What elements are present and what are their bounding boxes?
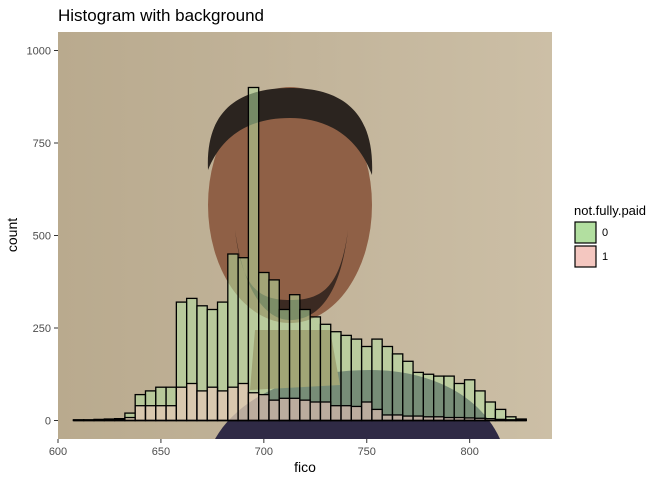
bar-series1-bin-16: [237, 382, 250, 422]
histogram-bars: [72, 86, 527, 422]
bar-series1-bin-12: [196, 390, 208, 422]
bar-series0-bin-39: [474, 390, 486, 422]
bar-series1-bin-6: [134, 405, 147, 422]
bar-series0-bin-37: [453, 382, 466, 422]
bar-series0-bin-36: [443, 375, 455, 422]
bar-series0-bin-35: [432, 375, 445, 422]
y-tick-label: 1000: [27, 46, 51, 58]
bar-series1-bin-19: [268, 399, 280, 422]
bar-series1-bin-24: [319, 401, 332, 422]
legend: not.fully.paid 0 1: [574, 203, 646, 268]
x-tick-label: 700: [255, 446, 273, 458]
y-tick-label: 750: [33, 138, 51, 150]
bar-series1-bin-21: [288, 397, 301, 422]
bar-series0-bin-34: [422, 373, 435, 422]
bar-series1-bin-10: [175, 386, 188, 422]
chart-title: Histogram with background: [58, 6, 264, 25]
bar-series1-bin-27: [350, 405, 363, 422]
x-axis-title: fico: [294, 459, 316, 475]
bar-series1-bin-28: [360, 401, 373, 422]
bar-series1-bin-7: [144, 405, 157, 422]
legend-swatch-0: [574, 221, 597, 244]
bar-series1-bin-26: [340, 405, 352, 422]
legend-title: not.fully.paid: [574, 203, 646, 218]
bar-series1-bin-8: [155, 405, 167, 422]
x-tick-label: 800: [460, 446, 478, 458]
plot-panel: 0 250 500 750 1000 600 650 700 750 800: [27, 32, 552, 458]
bar-series1-bin-15: [227, 386, 239, 422]
bar-series1-bin-14: [216, 390, 229, 422]
bar-series1-bin-29: [371, 408, 383, 422]
y-axis-title: count: [4, 218, 20, 252]
bar-series0-bin-32: [402, 360, 414, 422]
bar-series0-bin-19: [268, 279, 280, 422]
x-tick-label: 600: [49, 446, 67, 458]
y-tick-label: 0: [45, 416, 51, 428]
bar-series1-bin-25: [330, 405, 342, 422]
x-tick-label: 650: [152, 446, 170, 458]
bar-series0-bin-29: [371, 338, 383, 422]
bar-series0-bin-38: [463, 379, 476, 422]
bar-series1-bin-22: [299, 399, 311, 422]
y-tick-label: 250: [33, 323, 51, 335]
bar-series1-bin-30: [381, 414, 394, 422]
bar-series1-bin-9: [165, 405, 178, 422]
bar-series1-bin-31: [391, 414, 404, 422]
legend-label-0: 0: [602, 227, 608, 239]
y-tick-label: 500: [33, 231, 51, 243]
x-tick-label: 750: [358, 446, 376, 458]
axes: 0 250 500 750 1000 600 650 700 750 800: [27, 46, 527, 458]
bar-series1-bin-13: [206, 386, 219, 422]
bar-series0-bin-33: [412, 371, 425, 422]
bar-series0-bin-31: [391, 353, 404, 422]
bar-series1-bin-17: [247, 392, 260, 422]
bar-series0-bin-30: [381, 345, 394, 422]
bar-series1-bin-20: [278, 397, 291, 422]
bar-series1-bin-11: [185, 382, 198, 422]
bar-series0-bin-40: [484, 401, 497, 422]
bar-series1-bin-23: [309, 401, 322, 422]
legend-label-1: 1: [602, 251, 608, 263]
bar-series0-bin-17: [247, 86, 260, 422]
bar-series1-bin-18: [258, 393, 270, 422]
legend-swatch-1: [574, 245, 597, 268]
